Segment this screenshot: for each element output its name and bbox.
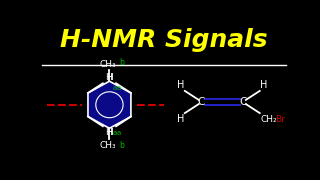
Text: CH₃: CH₃ [100, 141, 116, 150]
Text: H: H [177, 114, 185, 124]
Text: Br: Br [275, 115, 285, 124]
Text: a: a [112, 130, 116, 136]
Text: CH₃: CH₃ [100, 60, 116, 69]
Text: b: b [119, 141, 124, 150]
Polygon shape [88, 81, 131, 128]
Text: H: H [107, 128, 113, 137]
Text: a: a [112, 85, 116, 91]
Text: CH₂: CH₂ [261, 115, 277, 124]
Text: b: b [119, 58, 124, 67]
Text: a: a [116, 130, 121, 136]
Text: a: a [116, 85, 121, 91]
Text: H-NMR Signals: H-NMR Signals [60, 28, 268, 52]
Text: C: C [197, 97, 205, 107]
Text: H: H [177, 80, 185, 89]
Text: H: H [107, 73, 113, 82]
Text: H: H [106, 73, 112, 82]
Text: H: H [260, 80, 267, 89]
Text: H: H [106, 128, 112, 137]
Text: C: C [240, 97, 247, 107]
